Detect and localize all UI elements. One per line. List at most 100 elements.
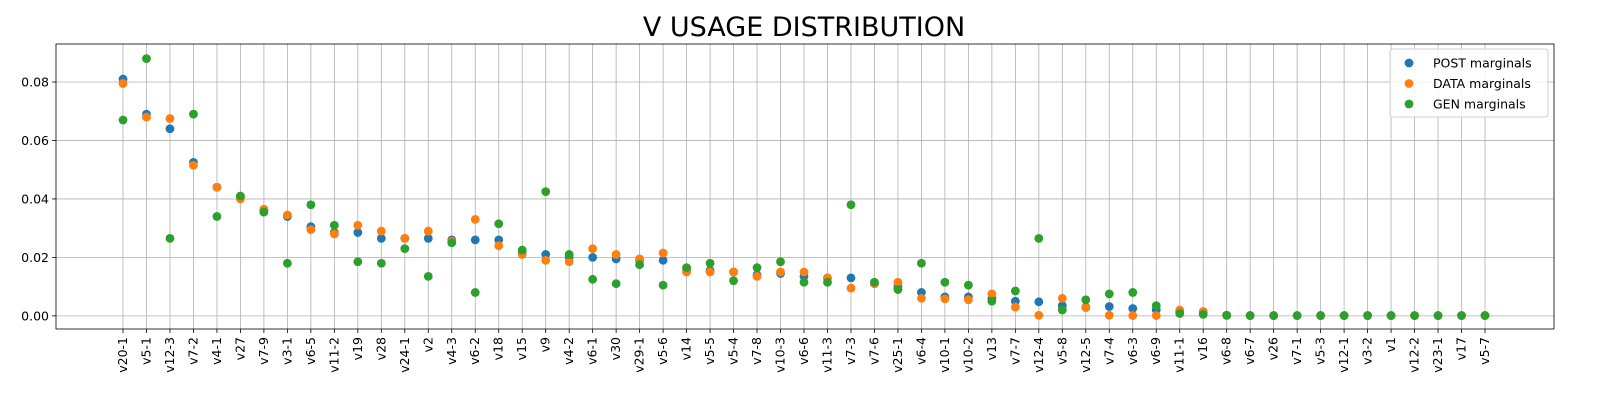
x-tick-label: v5-4 [726, 337, 741, 365]
legend-marker [1404, 79, 1414, 88]
x-tick-label: v6-8 [1219, 337, 1234, 365]
x-tick-label: v7-1 [1289, 337, 1304, 365]
data-point [611, 279, 621, 289]
data-point [353, 257, 363, 267]
data-point [1222, 310, 1232, 320]
x-tick-label: v27 [232, 337, 247, 360]
x-tick-label: v6-6 [796, 337, 811, 365]
data-point [1128, 304, 1138, 313]
data-point [1363, 311, 1372, 320]
data-point [1057, 305, 1067, 315]
data-point [1198, 309, 1208, 319]
x-tick-label: v26 [1266, 337, 1281, 360]
data-point [846, 200, 856, 210]
x-tick-label: v29-1 [632, 337, 647, 373]
data-point [1433, 311, 1443, 320]
data-point [776, 257, 785, 267]
x-tick-label: v23-1 [1430, 337, 1445, 373]
data-point [705, 258, 715, 268]
x-tick-label: v7-7 [1007, 337, 1022, 365]
x-tick-label: v20-1 [115, 337, 130, 373]
data-point [118, 79, 128, 88]
data-point [846, 273, 856, 283]
data-point [1457, 311, 1466, 320]
x-tick-label: v7-8 [749, 337, 764, 365]
data-point [682, 263, 691, 273]
data-point [917, 293, 926, 303]
data-point [776, 267, 785, 277]
x-tick-label: v15 [514, 337, 529, 360]
data-point [1151, 301, 1161, 311]
data-point [1128, 311, 1138, 320]
data-point [1316, 311, 1326, 320]
data-point [823, 277, 832, 287]
data-point [799, 277, 809, 287]
x-tick-label: v4-1 [209, 337, 224, 365]
data-point [658, 280, 668, 290]
x-tick-label: v3-1 [279, 337, 294, 365]
y-tick-label: 0.04 [21, 191, 49, 206]
data-point [400, 233, 410, 243]
data-point [376, 226, 386, 236]
legend-marker [1404, 99, 1414, 109]
x-tick-label: v6-3 [1125, 337, 1140, 365]
data-point [165, 114, 175, 123]
data-point [1104, 289, 1114, 299]
data-point [799, 267, 809, 277]
data-point [470, 235, 480, 245]
x-tick-label: v12-5 [1078, 337, 1093, 373]
data-point [564, 257, 574, 267]
data-point [658, 255, 668, 265]
legend-label: POST marginals [1433, 56, 1532, 71]
data-point [870, 277, 879, 287]
data-point [588, 244, 598, 254]
data-point [1410, 311, 1419, 320]
x-tick-label: v30 [608, 337, 623, 360]
legend-label: DATA marginals [1433, 76, 1531, 91]
x-tick-label: v2 [420, 337, 435, 352]
x-tick-label: v4-2 [561, 337, 576, 365]
data-point [142, 54, 151, 64]
data-point [494, 219, 504, 229]
x-tick-label: v11-2 [326, 337, 341, 373]
data-point [118, 115, 128, 125]
chart-title: V USAGE DISTRIBUTION [643, 12, 965, 43]
x-tick-label: v13 [984, 337, 999, 360]
axes: v20-1 v5-1 v12-3 v7-2 v4-1 v27 v7-9 v3-1 v6-5 v11… [21, 43, 1555, 373]
x-tick-label: v7-9 [256, 337, 271, 365]
x-tick-label: v6-2 [467, 337, 482, 365]
data-point [541, 187, 551, 197]
data-point [376, 233, 386, 243]
legend-label: GEN marginals [1433, 97, 1526, 112]
data-point [987, 289, 997, 299]
data-point [1175, 309, 1185, 318]
data-point [306, 225, 316, 235]
data-point [329, 229, 339, 239]
x-tick-label: v24-1 [397, 337, 412, 373]
x-tick-label: v1 [1383, 337, 1398, 352]
legend: POST marginals DATA marginals GEN marginal… [1389, 48, 1549, 118]
x-tick-label: v6-7 [1242, 337, 1257, 365]
data-point [1081, 303, 1091, 313]
data-point [1245, 311, 1255, 320]
x-tick-label: v25-1 [890, 337, 905, 373]
x-tick-label: v19 [350, 337, 365, 360]
data-point [282, 210, 292, 220]
x-tick-label: v4-3 [444, 337, 459, 365]
data-point [470, 288, 480, 297]
data-point [1292, 311, 1302, 320]
x-tick-label: v12-1 [1336, 337, 1351, 373]
data-point [564, 250, 574, 259]
y-tick-label: 0.00 [21, 308, 49, 323]
x-tick-label: v5-3 [1313, 337, 1328, 365]
data-point [400, 244, 410, 254]
x-tick-label: v14 [679, 337, 694, 360]
data-point [423, 226, 433, 236]
x-tick-label: v7-3 [843, 337, 858, 365]
data-point [1034, 233, 1044, 243]
x-tick-label: v3-2 [1360, 337, 1375, 365]
data-point [588, 252, 598, 262]
legend-marker [1404, 58, 1414, 68]
data-point [987, 296, 997, 306]
